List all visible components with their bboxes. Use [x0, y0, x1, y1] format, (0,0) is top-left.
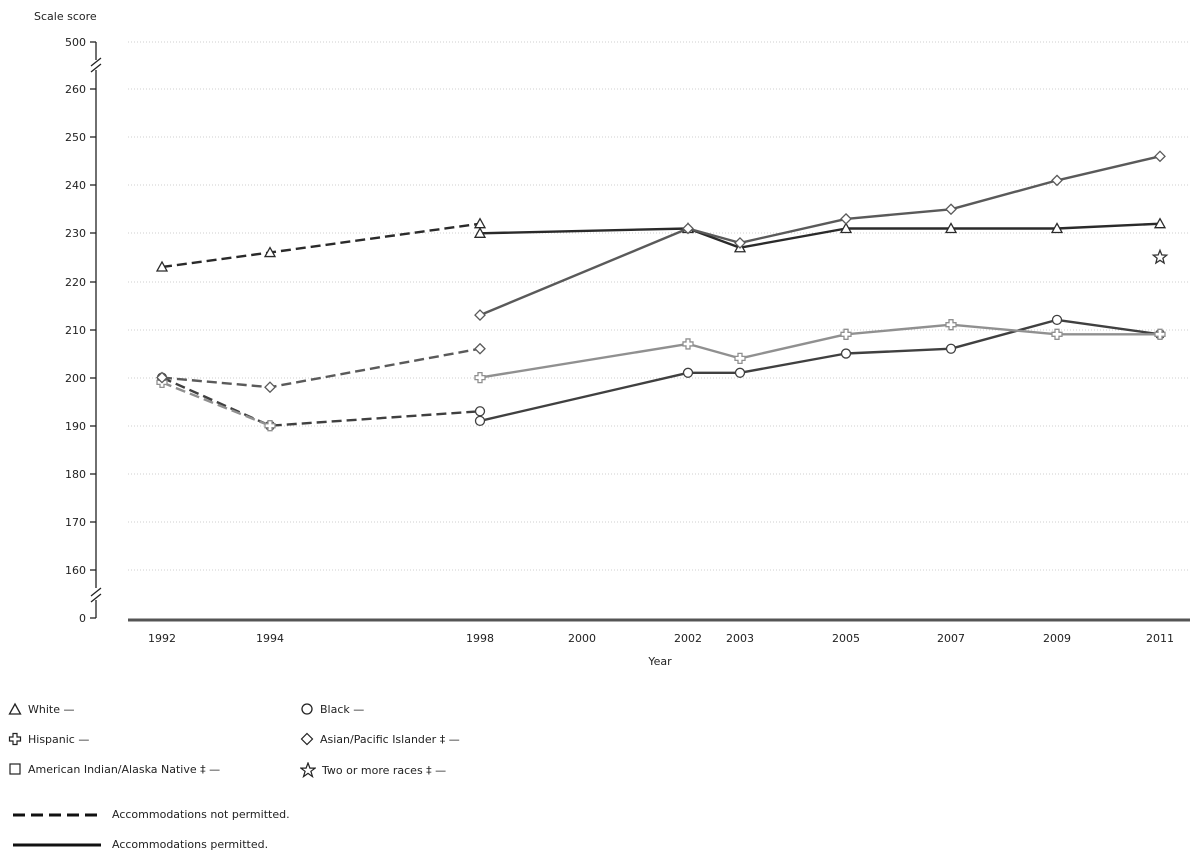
x-axis-label: Year [647, 655, 672, 668]
x-tick-label-2005: 2005 [832, 632, 860, 645]
legend-label: Accommodations permitted. [112, 838, 269, 851]
point-asian-pacific-islander-2009-permitted [1051, 174, 1063, 187]
series-line-hispanic-not-permitted [161, 381, 271, 427]
x-tick-label-2003: 2003 [726, 632, 754, 645]
y-tick-label-180: 180 [65, 468, 86, 481]
series-line-white-not-permitted [161, 222, 481, 269]
legend-item-hispanic: Hispanic — [8, 732, 89, 746]
point-asian-pacific-islander-1998-not-permitted [474, 342, 486, 355]
point-white-1992-not-permitted [155, 260, 169, 272]
point-black-1998-not-permitted [474, 406, 486, 417]
point-asian-pacific-islander-2011-permitted [1154, 150, 1166, 163]
legend-item-white: White — [8, 702, 74, 716]
point-hispanic-1994-not-permitted [264, 420, 276, 432]
legend-item-black: Black — [300, 702, 364, 716]
legend-dashed-line: Accommodations not permitted. [12, 808, 290, 821]
point-black-2009-permitted [1051, 314, 1063, 326]
dashed-line-icon [13, 813, 101, 816]
point-asian-pacific-islander-1994-not-permitted [264, 381, 276, 394]
point-asian-pacific-islander-1992-not-permitted [156, 371, 168, 384]
gridlines [128, 41, 1190, 571]
y-tick-label-260: 260 [65, 83, 86, 96]
x-tick-label-2002: 2002 [674, 632, 702, 645]
series-asian-pacific-islander [156, 150, 1166, 394]
point-hispanic-2005-permitted [840, 328, 852, 340]
line-chart: 500 260 250 240 230 220 210 200 190 180 170 160 0 199… [34, 10, 1190, 668]
point-white-2007-permitted [944, 222, 958, 234]
point-asian-pacific-islander-2007-permitted [945, 203, 957, 216]
legend: White — Black — Hispanic — Asian/Pacific… [0, 690, 1198, 860]
x-tick-label-1994: 1994 [256, 632, 284, 645]
point-asian-pacific-islander-1998-permitted [474, 309, 486, 321]
point-white-1994-not-permitted [263, 246, 277, 258]
legend-solid-line: Accommodations permitted. [12, 838, 268, 851]
series-white [155, 217, 1167, 272]
x-tick-label-1998: 1998 [466, 632, 494, 645]
point-hispanic-2002-permitted [682, 338, 694, 350]
legend-label: Two or more races ‡ — [322, 763, 447, 777]
series-black [156, 314, 1166, 431]
point-black-2005-permitted [840, 348, 852, 359]
legend-item-american-indian: American Indian/Alaska Native ‡ — [8, 762, 220, 776]
y-tick-label-170: 170 [65, 516, 86, 529]
x-tick-label-2007: 2007 [937, 632, 965, 645]
point-white-2009-permitted [1050, 222, 1064, 234]
point-black-1998-permitted [474, 415, 486, 427]
legend-label: Asian/Pacific Islander ‡ — [320, 732, 460, 746]
point-asian-pacific-islander-2003-permitted [734, 237, 746, 249]
series-group [155, 150, 1169, 432]
series-hispanic [156, 319, 1166, 432]
y-tick-label-200: 200 [65, 372, 86, 385]
circle-icon [301, 703, 313, 715]
square-icon [9, 763, 21, 775]
legend-label: American Indian/Alaska Native ‡ — [28, 762, 221, 776]
cross-icon [8, 732, 22, 746]
legend-label: Accommodations not permitted. [112, 808, 290, 821]
point-white-2011-permitted [1153, 217, 1167, 229]
y-tick-label-190: 190 [65, 420, 86, 433]
y-tick-label-500: 500 [65, 36, 86, 49]
triangle-icon [8, 702, 22, 715]
y-tick-label-160: 160 [65, 564, 86, 577]
x-tick-label-2011: 2011 [1146, 632, 1174, 645]
y-tick-label-210: 210 [65, 324, 86, 337]
y-tick-label-230: 230 [65, 227, 86, 240]
point-two-or-more-races-2011-permitted [1151, 248, 1169, 265]
point-hispanic-2003-permitted [734, 352, 746, 365]
point-black-2007-permitted [945, 343, 957, 354]
axes: 500 260 250 240 230 220 210 200 190 180 170 160 0 199… [65, 36, 1190, 645]
point-asian-pacific-islander-2005-permitted [840, 212, 852, 225]
y-axis-break-bottom [90, 587, 102, 603]
point-black-2003-permitted [734, 367, 746, 378]
star-icon [300, 762, 316, 778]
y-tick-label-240: 240 [65, 179, 86, 192]
point-hispanic-1998-permitted [474, 371, 486, 384]
legend-label: White — [28, 702, 75, 716]
legend-item-two-or-more-races: Two or more races ‡ — [300, 762, 446, 778]
y-tick-label-250: 250 [65, 131, 86, 144]
point-black-2002-permitted [682, 367, 694, 378]
point-hispanic-2011-permitted [1154, 328, 1166, 340]
point-white-2005-permitted [839, 222, 853, 234]
point-hispanic-2009-permitted [1051, 328, 1063, 340]
point-hispanic-2007-permitted [945, 319, 957, 331]
y-axis-break-top [90, 57, 102, 73]
legend-label: Black — [320, 702, 365, 716]
x-tick-label-2000: 2000 [568, 632, 596, 645]
legend-label: Hispanic — [28, 732, 90, 746]
legend-item-asian-pacific-islander: Asian/Pacific Islander ‡ — [300, 732, 460, 746]
x-tick-label-1992: 1992 [148, 632, 176, 645]
y-tick-label-0: 0 [79, 612, 86, 625]
series-line-black-not-permitted [161, 376, 481, 427]
y-tick-label-220: 220 [65, 276, 86, 289]
diamond-icon [300, 732, 314, 746]
point-white-1998-permitted [473, 226, 487, 238]
y-axis-label: Scale score [34, 10, 97, 23]
x-tick-label-2009: 2009 [1043, 632, 1071, 645]
solid-line-icon [13, 843, 101, 846]
series-line-asian-pacific-islander-not-permitted [161, 347, 481, 389]
series-two-or-more-races [1151, 248, 1169, 265]
point-asian-pacific-islander-2002-permitted [682, 222, 694, 235]
